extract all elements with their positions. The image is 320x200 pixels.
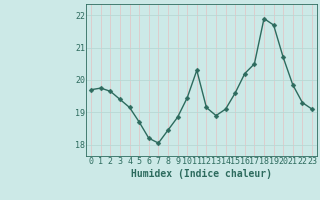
X-axis label: Humidex (Indice chaleur): Humidex (Indice chaleur) [131, 169, 272, 179]
